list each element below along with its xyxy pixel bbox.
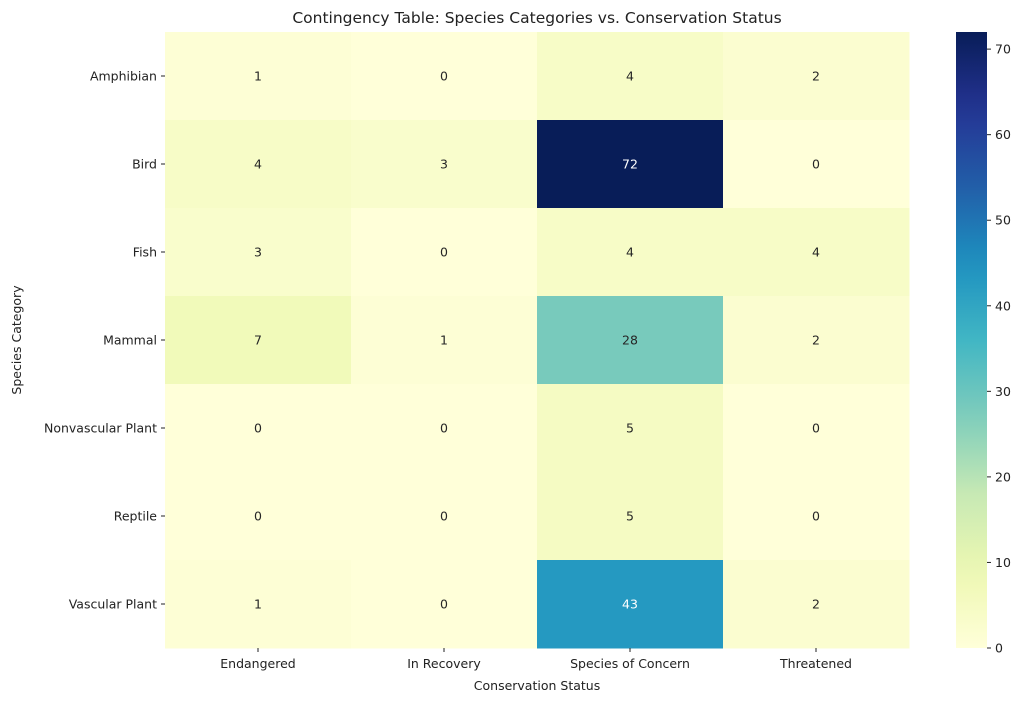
y-tick-label: Fish (133, 245, 157, 260)
y-tick-label: Amphibian (90, 69, 157, 84)
heatmap-cell (723, 560, 910, 649)
y-tick-label: Bird (132, 157, 157, 172)
cell-value-label: 0 (812, 509, 820, 524)
cell-value-label: 2 (812, 597, 820, 612)
cell-value-label: 1 (254, 69, 262, 84)
x-tick-label: Threatened (779, 656, 852, 671)
heatmap-cells (165, 32, 910, 649)
heatmap-cell (537, 208, 724, 297)
cell-value-label: 72 (622, 157, 638, 172)
colorbar-tick-label: 40 (995, 298, 1011, 313)
heatmap-cell (165, 560, 352, 649)
colorbar-tick-label: 50 (995, 213, 1011, 228)
x-tick-label: In Recovery (407, 656, 481, 671)
y-tick-label: Vascular Plant (69, 597, 157, 612)
cell-value-label: 0 (440, 597, 448, 612)
heatmap-cell (351, 384, 538, 473)
y-axis-ticks: Amphibian Bird Fish Mammal Nonvascular Plant… (44, 69, 165, 612)
cell-value-label: 0 (812, 157, 820, 172)
colorbar (956, 32, 987, 648)
cell-value-label: 0 (440, 245, 448, 260)
heatmap-cell (351, 560, 538, 649)
cell-value-label: 4 (254, 157, 262, 172)
heatmap-cell (723, 208, 910, 297)
heatmap-cell (723, 32, 910, 121)
heatmap-cell (165, 296, 352, 385)
heatmap-cell (351, 296, 538, 385)
heatmap-cell (723, 120, 910, 209)
cell-value-label: 0 (254, 509, 262, 524)
heatmap-cell (351, 472, 538, 561)
cell-value-label: 1 (440, 333, 448, 348)
cell-value-label: 3 (254, 245, 262, 260)
cell-value-label: 43 (622, 597, 638, 612)
cell-value-label: 0 (254, 421, 262, 436)
heatmap-cell (165, 384, 352, 473)
x-axis-ticks: Endangered In Recovery Species of Concern T… (220, 648, 852, 671)
heatmap-cell (723, 384, 910, 473)
heatmap-cell (351, 32, 538, 121)
heatmap-cell (537, 120, 724, 209)
cell-value-label: 28 (622, 333, 638, 348)
cell-value-label: 7 (254, 333, 262, 348)
colorbar-tick-label: 10 (995, 555, 1011, 570)
cell-annotations: 1 0 4 24 3 72 03 0 4 47 1 28 20 0 5 00 0 5 01 0 43 2 (254, 69, 820, 612)
cell-value-label: 4 (626, 245, 634, 260)
y-tick-label: Nonvascular Plant (44, 421, 157, 436)
x-tick-label: Endangered (220, 656, 295, 671)
y-tick-label: Reptile (114, 509, 158, 524)
colorbar-tick-label: 20 (995, 469, 1011, 484)
y-tick-label: Mammal (103, 333, 157, 348)
cell-value-label: 2 (812, 333, 820, 348)
cell-value-label: 4 (626, 69, 634, 84)
cell-value-label: 4 (812, 245, 820, 260)
cell-value-label: 0 (440, 421, 448, 436)
chart-title: Contingency Table: Species Categories vs… (292, 9, 781, 27)
x-axis-label: Conservation Status (474, 678, 600, 693)
heatmap-cell (537, 472, 724, 561)
colorbar-tick-label: 30 (995, 384, 1011, 399)
heatmap-cell (537, 560, 724, 649)
colorbar-ticks: 0 10 20 30 40 50 60 70 (987, 42, 1011, 656)
colorbar-tick-label: 60 (995, 127, 1011, 142)
heatmap-cell (537, 384, 724, 473)
cell-value-label: 0 (812, 421, 820, 436)
cell-value-label: 5 (626, 421, 634, 436)
heatmap-cell (165, 472, 352, 561)
heatmap-cell (165, 208, 352, 297)
heatmap-cell (351, 120, 538, 209)
heatmap-cell (723, 296, 910, 385)
heatmap-cell (537, 32, 724, 121)
colorbar-tick-label: 70 (995, 42, 1011, 57)
cell-value-label: 2 (812, 69, 820, 84)
cell-value-label: 0 (440, 69, 448, 84)
cell-value-label: 3 (440, 157, 448, 172)
colorbar-tick-label: 0 (995, 641, 1003, 656)
heatmap-cell (351, 208, 538, 297)
x-tick-label: Species of Concern (570, 656, 690, 671)
y-axis-label: Species Category (9, 285, 24, 395)
cell-value-label: 0 (440, 509, 448, 524)
heatmap-cell (723, 472, 910, 561)
cell-value-label: 1 (254, 597, 262, 612)
cell-value-label: 5 (626, 509, 634, 524)
heatmap-cell (165, 120, 352, 209)
heatmap-cell (537, 296, 724, 385)
heatmap-cell (165, 32, 352, 121)
